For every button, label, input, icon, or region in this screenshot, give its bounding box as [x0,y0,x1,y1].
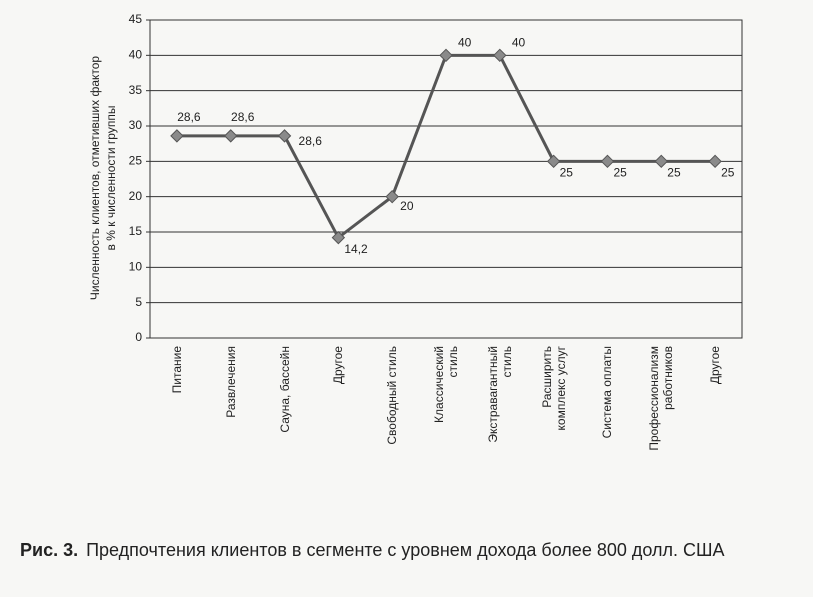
marker [708,154,722,169]
x-tick-label: Профессионализм работников [647,346,676,451]
y-tick-label: 25 [129,154,143,168]
value-label: 25 [721,166,735,180]
x-tick-label: Сауна, бассейн [277,346,292,433]
marker [493,48,507,63]
marker [277,129,292,143]
x-tick-label: Питание [169,346,184,394]
x-tick-label: Другое [331,346,346,385]
value-label: 25 [613,166,627,180]
value-label: 28,6 [231,110,255,124]
marker [600,154,615,169]
y-axis-label: в % к численности группы [104,106,118,251]
value-label: 20 [400,199,414,213]
plot-area [149,19,743,339]
value-label: 40 [458,36,472,50]
value-label: 28,6 [177,110,201,124]
marker [331,230,346,245]
x-tick-label: Классический стиль [432,346,460,423]
y-tick-label: 15 [129,224,143,238]
x-tick-label: Другое [708,346,723,385]
value-label: 14,2 [344,242,368,256]
x-tick-label: Расширить комплекс услуг [539,346,568,431]
marker [546,154,561,169]
x-tick-label: Свободный стиль [385,346,400,445]
marker [224,129,238,143]
value-label: 28,6 [299,134,323,148]
caption-text: Предпочтения клиентов в сегменте с уровн… [86,540,725,560]
caption-label: Рис. 3. [20,540,79,560]
y-tick-label: 35 [129,83,143,97]
value-label: 40 [512,36,526,50]
y-tick-label: 0 [135,330,142,344]
y-tick-label: 45 [129,12,143,26]
value-label: 25 [667,166,681,180]
value-label: 25 [560,166,574,180]
marker [654,154,668,169]
y-tick-label: 10 [129,260,143,274]
x-tick-label: Экстравагантный стиль [485,346,514,443]
caption: Рис. 3. Предпочтения клиентов в сегменте … [20,538,813,562]
x-tick-label: Развлечения [223,346,238,418]
x-tick-label: Система оплаты [600,346,615,439]
y-axis-label: Численность клиентов, отметивших фактор [88,56,102,300]
marker [385,189,399,204]
marker [439,48,453,63]
line [176,53,716,240]
y-tick-label: 40 [129,48,143,62]
y-tick-label: 5 [135,295,142,309]
marker [170,129,184,143]
y-tick-label: 30 [129,118,143,132]
y-tick-label: 20 [129,189,143,203]
